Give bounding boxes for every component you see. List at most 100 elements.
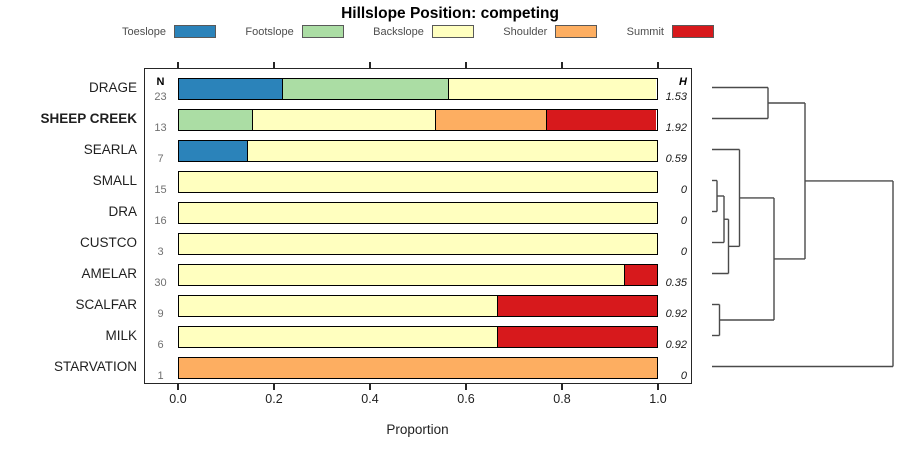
- axis-tick-top: [177, 61, 179, 68]
- chart-title: Hillslope Position: competing: [341, 5, 559, 22]
- bar-segment-backslope: [178, 295, 497, 316]
- row-label: SCALFAR: [75, 296, 137, 312]
- legend-item-label: Toeslope: [122, 25, 167, 38]
- bar-segment-backslope: [178, 202, 657, 223]
- axis-tick-label: 0.8: [553, 392, 571, 406]
- legend-swatch: [671, 25, 714, 38]
- h-value: 1.53: [665, 90, 687, 103]
- table-row: 23 1.53: [145, 74, 692, 104]
- n-value: 30: [154, 276, 167, 289]
- bar-segment-toeslope: [178, 78, 282, 99]
- h-value: 0: [680, 369, 687, 382]
- plot-area: N H 23 1.53 13 1.92 7 0.59 15 0 16 0 3 0 30 0.35 9 0.92…: [143, 68, 692, 384]
- row-label: SEARLA: [83, 141, 137, 157]
- stacked-bar: [177, 232, 658, 255]
- table-row: 15 0: [145, 167, 692, 197]
- row-label: MILK: [105, 327, 137, 343]
- h-value: 0.35: [665, 276, 687, 289]
- stacked-bar: [177, 170, 658, 193]
- n-value: 6: [157, 338, 164, 351]
- table-row: 6 0.92: [145, 322, 692, 352]
- bar-segment-backslope: [178, 326, 497, 347]
- n-value: 9: [157, 307, 164, 320]
- bar-segment-toeslope: [178, 140, 247, 161]
- bar-segment-backslope: [178, 233, 657, 254]
- bar-segment-summit: [623, 264, 657, 285]
- n-column-header: N: [156, 76, 165, 88]
- stacked-bar: [177, 263, 658, 286]
- bar-segment-summit: [496, 326, 657, 347]
- n-value: 3: [157, 245, 164, 258]
- h-column-header: H: [679, 76, 687, 88]
- h-value: 0.59: [665, 152, 687, 165]
- legend-item-label: Summit: [626, 25, 664, 38]
- legend-swatch: [431, 25, 474, 38]
- axis-tick-top: [273, 61, 275, 68]
- legend-item-label: Footslope: [245, 25, 294, 38]
- n-value: 23: [154, 90, 167, 103]
- n-value: 16: [154, 214, 167, 227]
- bar-segment-shoulder: [178, 357, 657, 378]
- legend-item-label: Shoulder: [503, 25, 548, 38]
- axis-tick-bottom: [465, 383, 467, 390]
- axis-tick-top: [561, 61, 563, 68]
- h-value: 0: [680, 245, 687, 258]
- table-row: 30 0.35: [145, 260, 692, 290]
- table-row: 9 0.92: [145, 291, 692, 321]
- stacked-bar: [177, 294, 658, 317]
- row-label: AMELAR: [81, 265, 137, 281]
- axis-tick-top: [657, 61, 659, 68]
- table-row: 16 0: [145, 198, 692, 228]
- row-label: SHEEP CREEK: [40, 110, 137, 126]
- axis-tick-top: [465, 61, 467, 68]
- h-value: 0: [680, 183, 687, 196]
- row-label: DRA: [108, 203, 137, 219]
- axis-tick-bottom: [657, 383, 659, 390]
- bar-segment-summit: [545, 109, 657, 130]
- legend-item: Footslope: [245, 25, 344, 38]
- table-row: 13 1.92: [145, 105, 692, 135]
- legend-item: Summit: [627, 25, 714, 38]
- axis-tick-bottom: [369, 383, 371, 390]
- bar-segment-summit: [496, 295, 657, 316]
- n-value: 1: [157, 369, 164, 382]
- row-label: SMALL: [92, 172, 137, 188]
- axis-tick-label: 0.2: [265, 392, 283, 406]
- bar-segment-shoulder: [435, 109, 546, 130]
- stacked-bar: [177, 77, 658, 100]
- bar-segment-footslope: [281, 78, 449, 99]
- h-value: 0.92: [665, 338, 687, 351]
- axis-tick-label: 0.4: [361, 392, 379, 406]
- legend: Toeslope Footslope Backslope Shoulder Summit: [122, 25, 714, 38]
- legend-item: Toeslope: [122, 25, 217, 38]
- legend-swatch: [174, 25, 217, 38]
- bar-segment-footslope: [178, 109, 252, 130]
- n-value: 15: [154, 183, 167, 196]
- table-row: 7 0.59: [145, 136, 692, 166]
- stacked-bar: [177, 108, 658, 131]
- legend-item: Shoulder: [503, 25, 598, 38]
- axis-tick-bottom: [177, 383, 179, 390]
- axis-tick-label: 0.0: [169, 392, 187, 406]
- bar-segment-backslope: [178, 264, 624, 285]
- stacked-bar: [177, 325, 658, 348]
- row-label: STARVATION: [53, 358, 137, 374]
- row-label: CUSTCO: [80, 234, 137, 250]
- bar-segment-backslope: [448, 78, 657, 99]
- axis-tick-label: 0.6: [457, 392, 475, 406]
- axis-tick-label: 1.0: [649, 392, 667, 406]
- bar-segment-backslope: [178, 171, 657, 192]
- legend-swatch: [555, 25, 598, 38]
- row-label: DRAGE: [88, 79, 137, 95]
- axis-tick-bottom: [561, 383, 563, 390]
- bar-segment-backslope: [246, 140, 657, 161]
- stacked-bar: [177, 201, 658, 224]
- bar-segment-backslope: [251, 109, 436, 130]
- axis-tick-top: [369, 61, 371, 68]
- n-value: 7: [157, 152, 164, 165]
- legend-swatch: [301, 25, 344, 38]
- h-value: 1.92: [665, 121, 687, 134]
